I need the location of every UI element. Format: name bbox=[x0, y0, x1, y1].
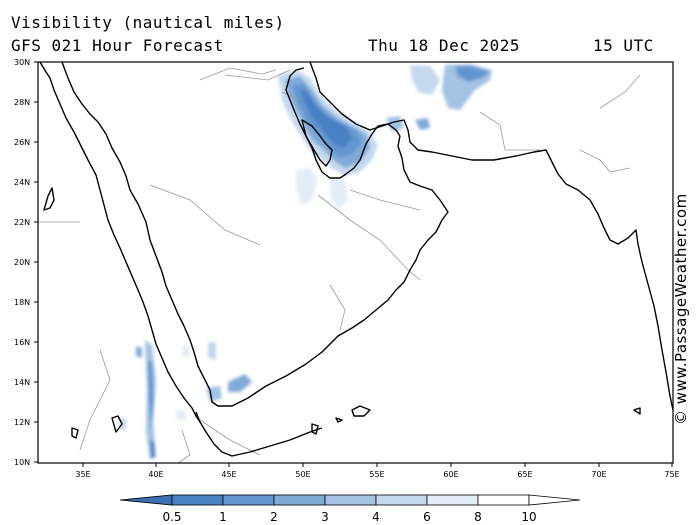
colorbar-segment bbox=[119, 494, 173, 506]
lat-label: 28N bbox=[14, 98, 30, 107]
colorbar-label: 6 bbox=[423, 510, 431, 524]
colorbar-label: 1 bbox=[219, 510, 227, 524]
lat-axis: 30N 28N 26N 24N 22N 20N 18N 16N 14N 12N … bbox=[14, 58, 38, 467]
colorbar: 0.5 1 2 3 4 6 8 10 bbox=[119, 494, 581, 524]
lat-label: 10N bbox=[14, 458, 30, 467]
colorbar-segment bbox=[528, 494, 581, 506]
lon-label: 55E bbox=[369, 470, 384, 479]
visibility-shading bbox=[120, 64, 492, 460]
lat-label: 22N bbox=[14, 218, 30, 227]
country-borders bbox=[38, 67, 641, 463]
lat-label: 18N bbox=[14, 298, 30, 307]
lon-label: 45E bbox=[221, 470, 236, 479]
colorbar-label: 8 bbox=[474, 510, 482, 524]
colorbar-label: 2 bbox=[270, 510, 278, 524]
colorbar-segment bbox=[273, 494, 326, 506]
colorbar-segment bbox=[222, 494, 275, 506]
map-frame bbox=[37, 61, 674, 464]
lon-label: 50E bbox=[295, 470, 310, 479]
lat-label: 20N bbox=[14, 258, 30, 267]
lon-label: 75E bbox=[664, 470, 679, 479]
lat-label: 26N bbox=[14, 138, 30, 147]
colorbar-segment bbox=[375, 494, 428, 506]
map-title: Visibility (nautical miles) bbox=[11, 13, 285, 32]
coastlines bbox=[39, 62, 673, 457]
lon-axis: 35E 40E 45E 50E 55E 60E 65E 70E 75E bbox=[75, 463, 680, 479]
colorbar-segment bbox=[171, 494, 224, 506]
lat-label: 12N bbox=[14, 418, 30, 427]
colorbar-segment bbox=[426, 494, 479, 506]
lon-label: 60E bbox=[443, 470, 458, 479]
lon-label: 35E bbox=[75, 470, 90, 479]
colorbar-label: 0.5 bbox=[162, 510, 181, 524]
colorbar-label: 10 bbox=[521, 510, 536, 524]
colorbar-segment bbox=[477, 494, 530, 506]
colorbar-label: 4 bbox=[372, 510, 380, 524]
lon-label: 65E bbox=[517, 470, 532, 479]
lat-label: 16N bbox=[14, 338, 30, 347]
colorbar-segment bbox=[324, 494, 377, 506]
lat-label: 24N bbox=[14, 178, 30, 187]
colorbar-label: 3 bbox=[321, 510, 329, 524]
lat-label: 30N bbox=[14, 58, 30, 67]
model-label: GFS 021 Hour Forecast bbox=[11, 36, 224, 55]
forecast-date: Thu 18 Dec 2025 bbox=[368, 36, 520, 55]
lat-label: 14N bbox=[14, 378, 30, 387]
lon-label: 70E bbox=[591, 470, 606, 479]
forecast-time: 15 UTC bbox=[593, 36, 654, 55]
lon-label: 40E bbox=[148, 470, 163, 479]
